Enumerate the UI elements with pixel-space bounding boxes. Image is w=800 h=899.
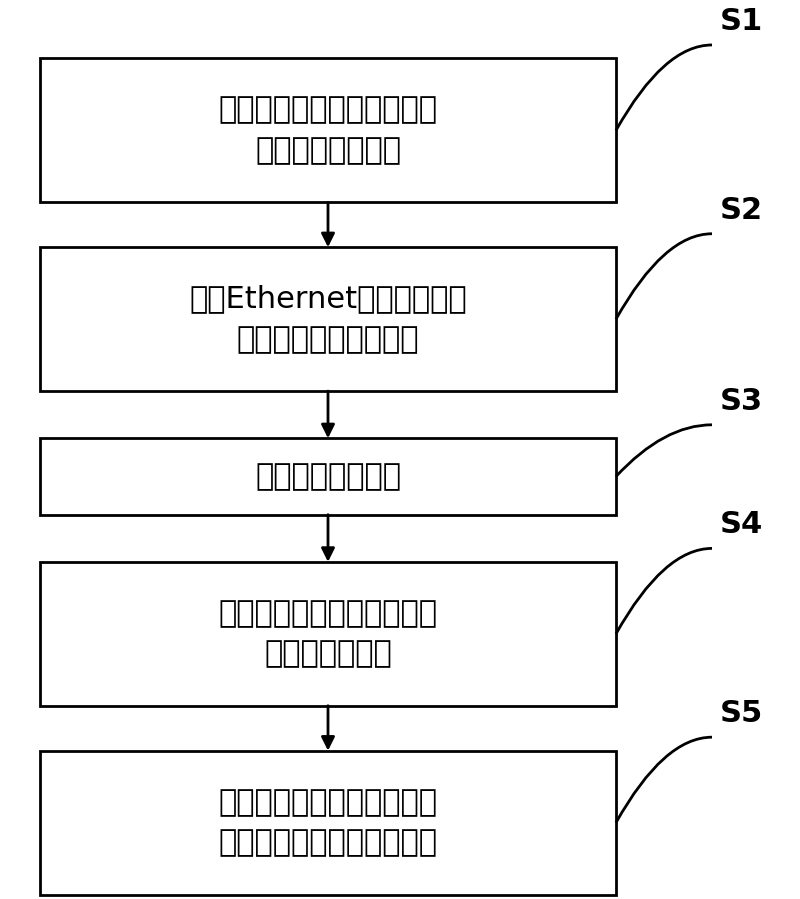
- Text: S2: S2: [720, 196, 763, 225]
- Text: 中央处理单元检测环境是否
满足可升级条件: 中央处理单元检测环境是否 满足可升级条件: [218, 599, 438, 669]
- Text: 通过Ethernet总线将升级文
件透传至中心域控制器: 通过Ethernet总线将升级文 件透传至中心域控制器: [189, 284, 467, 354]
- Text: S4: S4: [720, 511, 763, 539]
- Text: S5: S5: [720, 699, 763, 728]
- Text: S1: S1: [720, 7, 763, 36]
- Text: S3: S3: [720, 387, 763, 415]
- Bar: [40, 751, 616, 895]
- Text: 通过网关从对应的升级服务
器中下载升级文件: 通过网关从对应的升级服务 器中下载升级文件: [218, 95, 438, 165]
- Text: 存储所述升级文件: 存储所述升级文件: [255, 462, 401, 491]
- Bar: [40, 58, 616, 202]
- Bar: [40, 247, 616, 391]
- Text: 在满足可升级条件时，中央
处理单元发出指令进行升级: 在满足可升级条件时，中央 处理单元发出指令进行升级: [218, 788, 438, 858]
- Bar: [40, 439, 616, 514]
- Bar: [40, 562, 616, 706]
